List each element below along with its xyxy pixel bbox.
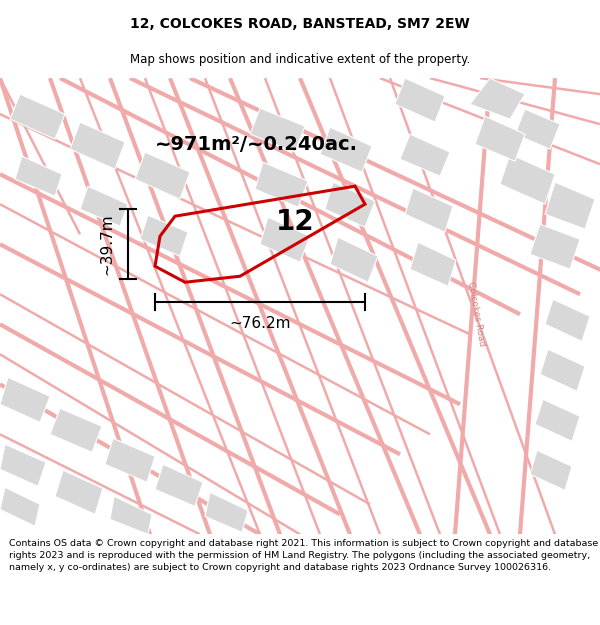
Polygon shape [0,378,50,423]
Polygon shape [500,154,555,204]
Text: ~39.7m: ~39.7m [99,213,114,275]
Polygon shape [405,188,453,232]
Polygon shape [545,299,590,341]
Polygon shape [400,134,450,176]
Text: 12: 12 [275,208,314,236]
Polygon shape [530,224,580,269]
Polygon shape [540,349,585,391]
Polygon shape [470,78,525,119]
Polygon shape [530,451,572,491]
Polygon shape [395,78,445,122]
Polygon shape [110,496,152,534]
Polygon shape [80,186,128,226]
Polygon shape [475,116,525,161]
Polygon shape [260,217,310,262]
Text: ~971m²/~0.240ac.: ~971m²/~0.240ac. [155,134,358,154]
Polygon shape [205,492,248,532]
Polygon shape [10,94,65,139]
Polygon shape [250,108,305,152]
Polygon shape [15,156,62,196]
Polygon shape [135,152,190,199]
Polygon shape [410,242,456,286]
Polygon shape [545,182,595,229]
Text: ~76.2m: ~76.2m [229,316,291,331]
Polygon shape [155,464,203,506]
Polygon shape [535,399,580,441]
Polygon shape [70,122,125,169]
Polygon shape [330,238,378,282]
Text: 12, COLCOKES ROAD, BANSTEAD, SM7 2EW: 12, COLCOKES ROAD, BANSTEAD, SM7 2EW [130,17,470,31]
Polygon shape [255,162,308,208]
Text: Colcokes Road: Colcokes Road [466,281,486,348]
Polygon shape [105,438,155,483]
Polygon shape [50,408,102,452]
Polygon shape [515,109,560,149]
Text: Contains OS data © Crown copyright and database right 2021. This information is : Contains OS data © Crown copyright and d… [9,539,598,572]
Polygon shape [320,127,372,172]
Text: Map shows position and indicative extent of the property.: Map shows position and indicative extent… [130,53,470,66]
Polygon shape [325,182,375,228]
Polygon shape [55,471,103,514]
Polygon shape [0,488,40,526]
Polygon shape [140,215,188,256]
Polygon shape [0,444,46,486]
